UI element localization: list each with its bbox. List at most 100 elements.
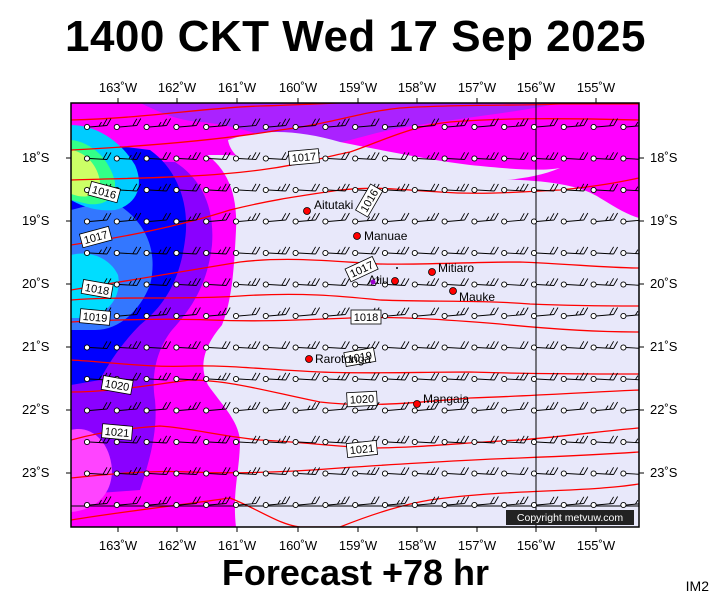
wind-barb <box>232 401 261 414</box>
lat-label-left: 23˚S <box>22 465 50 480</box>
wind-barb <box>620 249 639 257</box>
isobar <box>71 425 639 449</box>
wind-barb <box>501 152 529 162</box>
wind-barb <box>352 372 380 383</box>
wind-barb <box>83 246 112 257</box>
wind-barb <box>411 307 440 320</box>
isobar-label: 1017 <box>287 148 320 166</box>
wind-barb <box>143 341 171 351</box>
island-label: Mitiaro <box>438 261 474 275</box>
wind-barb <box>262 496 291 509</box>
copyright-badge: Copyright metvuw.com <box>506 510 634 525</box>
wind-barb <box>143 467 171 477</box>
svg-text:1019: 1019 <box>347 350 373 366</box>
wind-barb <box>203 278 231 288</box>
wind-barb <box>560 278 589 288</box>
wind-barb <box>113 401 142 414</box>
wind-barb <box>471 401 499 414</box>
island-marker <box>391 277 399 285</box>
wind-barb <box>203 307 231 320</box>
wind-barb <box>232 152 261 162</box>
map-frame <box>70 102 640 528</box>
wind-barb <box>560 118 589 131</box>
wind-barb <box>203 467 231 477</box>
wind-barb <box>501 372 529 383</box>
wind-barb <box>560 341 589 351</box>
wind-barb <box>322 278 350 288</box>
wind-barb <box>322 118 350 131</box>
isobar <box>71 359 639 375</box>
svg-text:Copyright metvuw.com: Copyright metvuw.com <box>517 512 623 524</box>
wind-barb <box>530 212 559 225</box>
wind-band-magenta-bottom <box>71 429 112 512</box>
wind-barb <box>292 341 320 351</box>
wind-barb <box>352 118 380 131</box>
svg-text:1020: 1020 <box>104 378 130 394</box>
isobar <box>71 293 639 307</box>
wind-barb <box>441 278 469 288</box>
wind-barb <box>381 307 410 320</box>
forecast-label: Forecast +78 hr <box>221 552 490 593</box>
isobar-label: 1019 <box>79 308 112 326</box>
wind-barb <box>232 435 261 446</box>
wind-barb <box>292 118 320 131</box>
isobar-label: 1016 <box>87 180 122 204</box>
isobar-label: 1021 <box>101 423 134 441</box>
wind-barb <box>501 467 529 477</box>
wind-barb <box>173 467 201 477</box>
wind-barb <box>322 183 350 194</box>
wind-barb <box>173 183 201 194</box>
wind-barb <box>292 401 320 414</box>
wind-barb <box>501 278 529 288</box>
wind-barb <box>352 152 380 162</box>
wind-barb <box>143 435 171 446</box>
lon-label-top: 157˚W <box>457 80 497 95</box>
wind-barb <box>83 496 112 509</box>
wind-barb <box>113 341 142 351</box>
wind-barb <box>620 310 639 320</box>
wind-barb <box>411 212 440 225</box>
wind-barb <box>262 278 291 288</box>
wind-barb <box>143 372 171 383</box>
lat-label-left: 19˚S <box>22 213 50 228</box>
island-label: Aitutaki <box>314 198 353 212</box>
wind-barb <box>441 435 469 446</box>
wind-barb <box>530 152 559 162</box>
lat-label-right: 22˚S <box>650 402 678 417</box>
wind-barb <box>173 307 201 320</box>
wind-barb <box>620 155 639 162</box>
wind-barb <box>590 212 618 225</box>
wind-barb <box>262 435 291 446</box>
lat-label-right: 19˚S <box>650 213 678 228</box>
wind-barb <box>143 307 171 320</box>
wind-barb <box>501 496 529 509</box>
wind-barb <box>441 401 469 414</box>
wind-barb <box>590 118 618 131</box>
wind-barb <box>411 467 440 477</box>
wind-barb <box>83 467 112 477</box>
wind-barb <box>381 152 410 162</box>
wind-barb <box>173 118 201 131</box>
island-label: Mangaia <box>423 392 469 406</box>
wind-barb <box>381 246 410 257</box>
wind-barb <box>262 341 291 351</box>
wind-barb <box>441 183 469 194</box>
wind-barb <box>471 212 499 225</box>
wind-barb <box>262 467 291 477</box>
isobar-label: 1018 <box>350 309 382 325</box>
wind-barb <box>590 372 618 383</box>
wind-barb <box>560 152 589 162</box>
islands: Aitutaki Manuae Atiu Mitiaro Mauke Rarot… <box>303 198 495 408</box>
wind-barb <box>471 467 499 477</box>
lat-label-left: 20˚S <box>22 276 50 291</box>
wind-barb <box>620 438 639 446</box>
wind-barb <box>590 401 618 414</box>
wind-barb <box>471 118 499 131</box>
wind-barb <box>203 212 231 225</box>
wind-barb <box>173 212 201 225</box>
svg-text:1017: 1017 <box>291 151 316 165</box>
lon-label-bottom: 161˚W <box>217 538 257 553</box>
wind-barb <box>530 372 559 383</box>
wind-barb <box>501 246 529 257</box>
wind-barb <box>411 496 440 509</box>
